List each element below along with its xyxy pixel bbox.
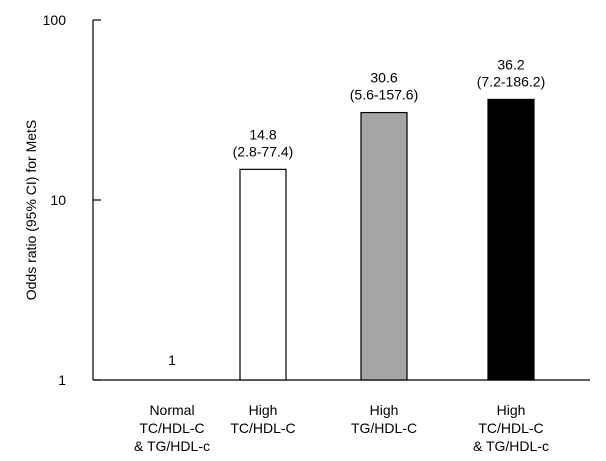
category-label: & TG/HDL-c <box>473 438 549 454</box>
category-label: High <box>497 402 526 418</box>
bar-value-label: 1 <box>168 352 176 368</box>
bar-value-label: 14.8 <box>249 126 276 142</box>
category-label: TC/HDL-C <box>139 420 204 436</box>
bars <box>239 98 535 381</box>
category-label: High <box>249 402 278 418</box>
bar-ci-label: (5.6-157.6) <box>350 87 418 103</box>
bar-ci-label: (7.2-186.2) <box>477 73 545 89</box>
bar-2 <box>239 168 287 381</box>
category-label: & TG/HDL-c <box>134 438 210 454</box>
bar-ci-label: (2.8-77.4) <box>233 143 294 159</box>
category-labels: Normal TC/HDL-C & TG/HDL-c High TC/HDL-C High… <box>134 402 549 454</box>
bar-3 <box>360 111 408 381</box>
category-label: TG/HDL-C <box>351 420 417 436</box>
category-label: TC/HDL-C <box>478 420 543 436</box>
category-label: Normal <box>149 402 194 418</box>
bar-labels: 1 14.8(2.8-77.4) 30.6(5.6-157.6) 36.2(7.2-1… <box>168 56 545 368</box>
y-ticks: 1 10 100 <box>43 12 101 388</box>
category-label: TC/HDL-C <box>230 420 295 436</box>
y-tick-label: 10 <box>50 192 66 208</box>
bar-value-label: 36.2 <box>497 56 524 72</box>
category-label: High <box>370 402 399 418</box>
y-axis-title: Odds ratio (95% CI) for MetS <box>23 120 39 301</box>
y-tick-label: 100 <box>43 12 67 28</box>
bar-4 <box>487 98 535 381</box>
y-tick-label: 1 <box>58 372 66 388</box>
bar-value-label: 30.6 <box>370 70 397 86</box>
